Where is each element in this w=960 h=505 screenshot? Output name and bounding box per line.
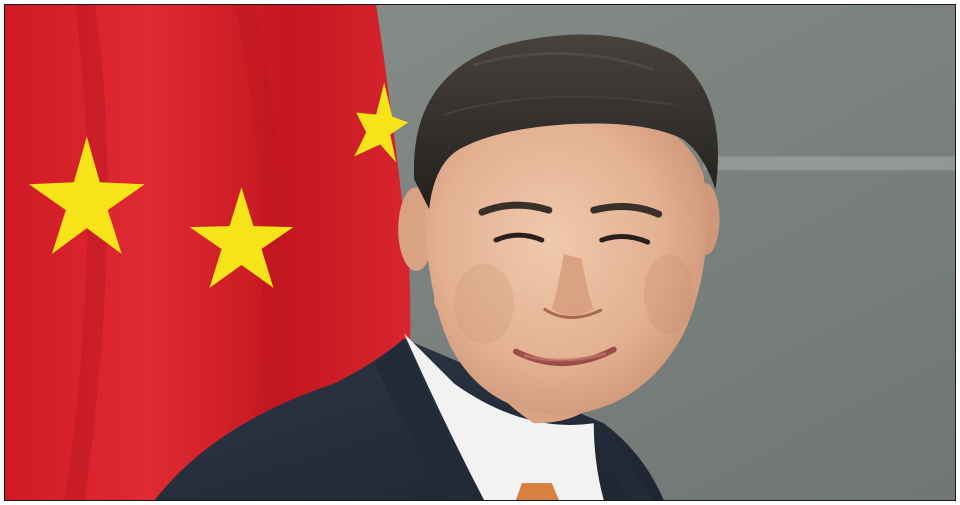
wall-ledge	[703, 156, 955, 171]
shirt-collar	[404, 333, 604, 500]
tie	[515, 483, 559, 500]
hair	[413, 34, 718, 210]
flag-star-icon	[354, 82, 409, 163]
flag-star-icon	[28, 136, 145, 254]
right-eye	[599, 234, 651, 245]
photo	[5, 5, 955, 500]
left-eye	[493, 232, 545, 243]
left-eyebrow	[478, 201, 553, 216]
photo-frame	[4, 4, 956, 501]
chinese-flag	[5, 5, 411, 500]
right-eyebrow	[590, 203, 663, 218]
flag-star-icon	[189, 187, 294, 288]
nose	[551, 253, 594, 316]
